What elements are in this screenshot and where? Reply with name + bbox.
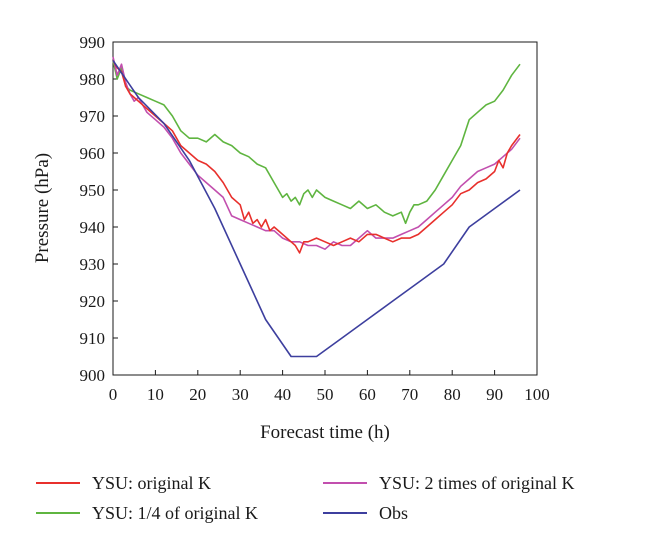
legend-swatch: [323, 512, 367, 514]
x-tick-label: 60: [359, 385, 376, 404]
y-tick-label: 910: [80, 329, 106, 348]
y-tick-label: 970: [80, 107, 106, 126]
legend-swatch: [36, 512, 80, 514]
y-axis-title: Pressure (hPa): [32, 153, 53, 263]
y-tick-label: 930: [80, 255, 106, 274]
x-tick-label: 20: [189, 385, 206, 404]
x-tick-label: 40: [274, 385, 291, 404]
series-line-ysu-original-k: [112, 60, 521, 254]
y-tick-label: 960: [80, 144, 106, 163]
legend-swatch: [36, 482, 80, 484]
x-tick-label: 30: [232, 385, 249, 404]
x-tick-label: 90: [486, 385, 503, 404]
x-axis: 0 10 20 30 40 50 60 70 80 90 100: [109, 370, 550, 404]
y-tick-label: 980: [80, 70, 106, 89]
series-line-obs: [112, 60, 521, 358]
series-layer: [112, 56, 521, 358]
x-tick-label: 70: [401, 385, 418, 404]
x-tick-label: 50: [317, 385, 334, 404]
y-tick-label: 940: [80, 218, 106, 237]
legend-label: YSU: 2 times of original K: [379, 472, 575, 493]
pressure-chart: 0 10 20 30 40 50 60 70 80 90 100 900 910 920 930 940 95…: [32, 33, 550, 443]
legend-swatch: [323, 482, 367, 484]
legend: YSU: original K YSU: 2 times of original…: [0, 462, 660, 542]
y-tick-label: 990: [80, 33, 106, 52]
legend-item-original-k: YSU: original K: [36, 470, 211, 496]
y-tick-label: 950: [80, 181, 106, 200]
x-tick-label: 10: [147, 385, 164, 404]
x-tick-label: 0: [109, 385, 118, 404]
x-axis-title: Forecast time (h): [260, 422, 390, 443]
plot-frame: [112, 41, 538, 376]
x-tick-label: 80: [444, 385, 461, 404]
legend-label: Obs: [379, 502, 409, 523]
series-line-ysu-2-times-of-original-k: [112, 56, 521, 250]
legend-item-quarter-original-k: YSU: 1/4 of original K: [36, 500, 258, 526]
legend-label: YSU: 1/4 of original K: [92, 502, 258, 523]
y-tick-label: 920: [80, 292, 106, 311]
legend-label: YSU: original K: [92, 472, 211, 493]
legend-item-2x-original-k: YSU: 2 times of original K: [323, 470, 575, 496]
y-tick-label: 900: [80, 366, 106, 385]
x-tick-label: 100: [524, 385, 550, 404]
series-line-ysu-1-4-of-original-k: [112, 60, 521, 225]
y-axis: 900 910 920 930 940 950 960 970 980 990: [80, 33, 118, 385]
legend-item-obs: Obs: [323, 500, 408, 526]
